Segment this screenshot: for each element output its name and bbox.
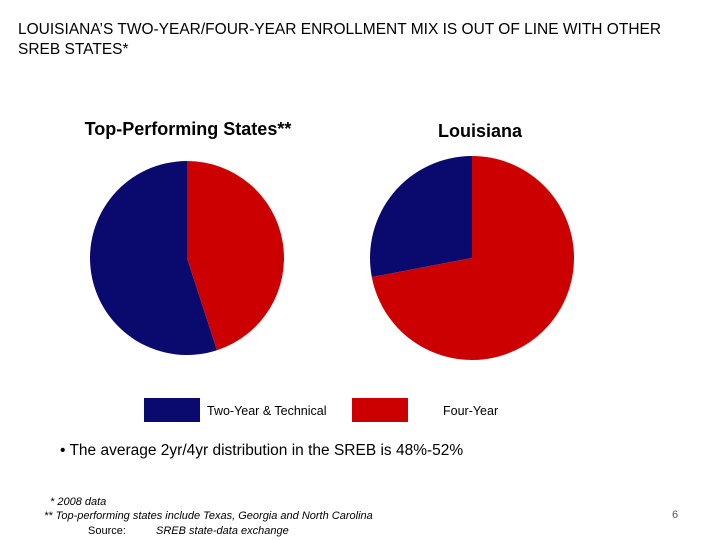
- pie-label-four-year: 45%: [222, 217, 252, 234]
- pie-slice-four-year: [187, 161, 284, 351]
- pie-chart-louisiana: 28% 72%: [370, 156, 574, 360]
- pie-slice-two-year: [370, 156, 472, 278]
- footnote-data-year: * 2008 data: [50, 496, 107, 508]
- legend-swatch-two-year: [144, 398, 200, 422]
- legend-swatch-four-year: [352, 398, 408, 422]
- footnote-source: Source: SREB state-data exchange: [88, 525, 289, 538]
- source-text: SREB state-data exchange: [156, 525, 289, 537]
- legend-label-four-year: Four-Year: [443, 404, 499, 418]
- page-number: 6: [672, 509, 679, 521]
- pie-charts: 55% 45% 28% 72%: [89, 156, 574, 360]
- headline: LOUISIANA’S TWO-YEAR/FOUR-YEAR ENROLLMEN…: [18, 21, 662, 58]
- pie-chart-top-performing: 55% 45%: [89, 160, 284, 355]
- chart-title-louisiana: Louisiana: [437, 121, 522, 141]
- bullet-note: • The average 2yr/4yr distribution in th…: [60, 442, 464, 459]
- pie-label-two-year: 55%: [107, 289, 137, 306]
- pie-label-four-year: 72%: [490, 279, 520, 296]
- chart-title-top-performing: Top-Performing States**: [84, 119, 292, 139]
- pie-slice-four-year: [371, 156, 574, 360]
- footnote-top-states: ** Top-performing states include Texas, …: [44, 510, 373, 522]
- pie-label-two-year: 28%: [402, 219, 432, 236]
- legend-label-two-year: Two-Year & Technical: [207, 404, 327, 418]
- source-label: Source:: [88, 525, 126, 537]
- pie-slice-two-year: [89, 160, 217, 355]
